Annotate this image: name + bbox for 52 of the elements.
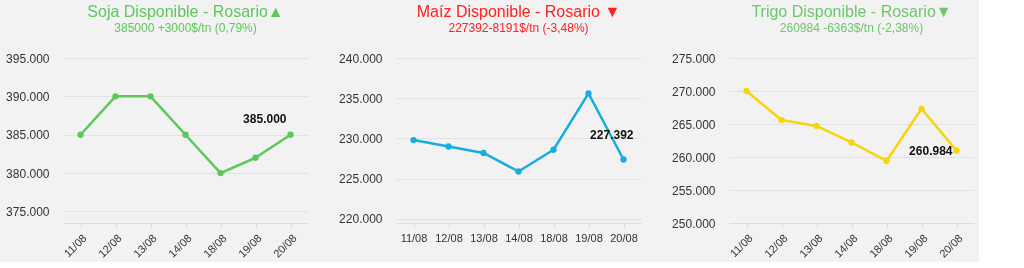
point — [813, 122, 820, 130]
y-tick-label: 220.000 — [339, 212, 383, 227]
point — [480, 149, 487, 157]
data-label: 260.984 — [909, 143, 953, 158]
x-tick-label: 20/08 — [610, 231, 638, 244]
point — [252, 154, 259, 161]
x-tick-label: 12/08 — [435, 231, 463, 244]
data-label: 385.000 — [243, 111, 287, 126]
y-tick-label: 250.000 — [672, 216, 716, 231]
point — [953, 147, 960, 154]
point — [147, 93, 154, 100]
point — [778, 116, 785, 124]
point — [848, 139, 855, 146]
point — [77, 131, 84, 138]
chart-subtitle: 260984 -6363$/tn (-2,38%) — [779, 21, 924, 35]
x-tick-label: 14/08 — [505, 231, 533, 244]
y-tick-label: 230.000 — [339, 131, 383, 146]
y-tick-label: 260.000 — [672, 150, 716, 165]
y-tick-label: 395.000 — [6, 51, 50, 66]
point — [743, 87, 750, 95]
point — [883, 157, 890, 165]
y-tick-label: 375.000 — [6, 204, 50, 219]
point — [217, 169, 224, 177]
chart-title: Soja Disponible - Rosario▲ — [87, 3, 284, 20]
x-tick-label: 18/08 — [540, 231, 568, 244]
x-tick-label: 11/08 — [400, 231, 428, 244]
y-tick-label: 225.000 — [339, 172, 383, 187]
y-tick-label: 275.000 — [672, 51, 716, 66]
point — [585, 90, 592, 97]
y-tick-label: 240.000 — [339, 51, 383, 66]
y-tick-label: 390.000 — [6, 89, 50, 104]
y-tick-label: 380.000 — [6, 166, 50, 181]
x-tick-label: 13/08 — [470, 231, 498, 244]
point — [410, 136, 417, 144]
y-tick-label: 265.000 — [672, 117, 716, 132]
y-tick-label: 235.000 — [339, 91, 383, 106]
y-tick-label: 255.000 — [672, 183, 716, 198]
chart-subtitle: 227392-8191$/tn (-3,48%) — [448, 21, 589, 35]
point — [445, 143, 452, 150]
point — [112, 93, 119, 100]
y-tick-label: 270.000 — [672, 84, 716, 99]
point — [515, 168, 522, 175]
point — [918, 105, 925, 112]
point — [287, 131, 294, 138]
chart-title: Trigo Disponible - Rosario▼ — [751, 3, 952, 20]
x-tick-label: 19/08 — [575, 231, 603, 244]
chart-subtitle: 385000 +3000$/tn (0,79%) — [114, 21, 257, 35]
point — [182, 131, 189, 138]
point — [550, 146, 557, 153]
chart-title: Maíz Disponible - Rosario ▼ — [416, 3, 621, 20]
point — [620, 156, 627, 163]
y-tick-label: 385.000 — [6, 128, 50, 143]
